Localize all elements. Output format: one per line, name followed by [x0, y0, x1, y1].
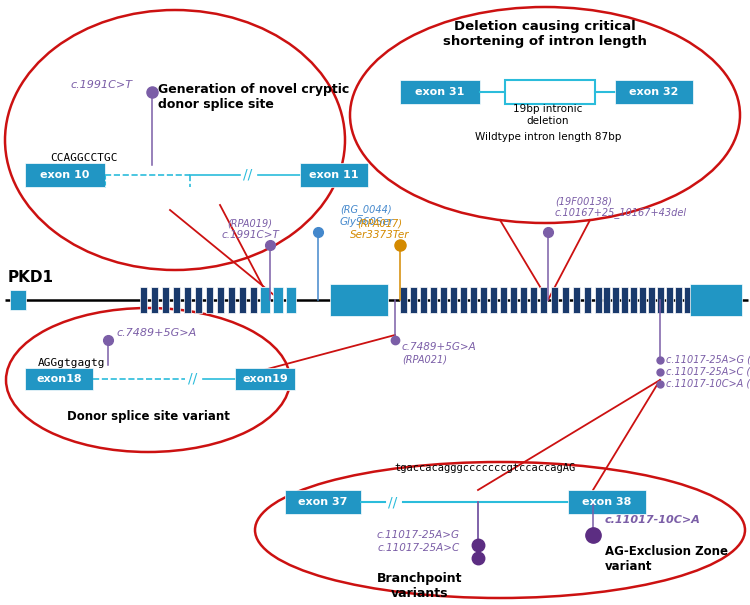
Bar: [440, 287, 447, 313]
Text: Deletion causing critical
shortening of intron length: Deletion causing critical shortening of …: [443, 20, 647, 48]
Text: c.11017-25A>G: c.11017-25A>G: [377, 530, 460, 540]
Bar: [300, 163, 368, 187]
Bar: [195, 287, 202, 313]
Bar: [480, 287, 487, 313]
Text: c.10167+25_10167+43del: c.10167+25_10167+43del: [555, 207, 687, 218]
Bar: [639, 287, 646, 313]
Text: Gly960Ser: Gly960Ser: [340, 217, 394, 227]
Bar: [621, 287, 628, 313]
Text: (RG_0044): (RG_0044): [340, 204, 392, 215]
Text: //: //: [243, 168, 253, 182]
Bar: [675, 287, 682, 313]
Text: exon 31: exon 31: [416, 87, 465, 97]
Bar: [25, 368, 93, 390]
Text: AGGgtgagtg: AGGgtgagtg: [38, 358, 106, 368]
Bar: [520, 287, 527, 313]
Bar: [25, 163, 105, 187]
Bar: [612, 287, 619, 313]
Bar: [595, 287, 602, 313]
Bar: [250, 287, 257, 313]
Text: (19F00138): (19F00138): [555, 196, 612, 206]
Text: Branchpoint
variants: Branchpoint variants: [377, 572, 463, 600]
Bar: [460, 287, 467, 313]
Bar: [510, 287, 517, 313]
Text: Wildtype intron length 87bp: Wildtype intron length 87bp: [475, 132, 621, 142]
Text: CCAGGCCTGC: CCAGGCCTGC: [50, 153, 118, 163]
Bar: [330, 284, 388, 316]
Bar: [684, 287, 691, 313]
Text: Donor splice site variant: Donor splice site variant: [67, 410, 230, 423]
Bar: [562, 287, 569, 313]
Bar: [500, 287, 507, 313]
Text: Generation of novel cryptic
donor splice site: Generation of novel cryptic donor splice…: [158, 83, 350, 111]
Bar: [140, 287, 147, 313]
Text: tgaccacagggcccccccgtccaccagAG: tgaccacagggcccccccgtccaccagAG: [394, 463, 576, 473]
Text: c.11017-25A>C: c.11017-25A>C: [378, 543, 460, 553]
Bar: [151, 287, 158, 313]
Bar: [657, 287, 664, 313]
Bar: [410, 287, 417, 313]
Bar: [261, 287, 268, 313]
Bar: [430, 287, 437, 313]
Bar: [630, 287, 637, 313]
Text: c.1991C>T: c.1991C>T: [70, 80, 132, 90]
Text: exon 32: exon 32: [629, 87, 679, 97]
Bar: [540, 287, 547, 313]
Bar: [470, 287, 477, 313]
Text: //: //: [188, 372, 198, 386]
Text: (RPA021): (RPA021): [402, 354, 447, 364]
Bar: [173, 287, 180, 313]
Bar: [666, 287, 673, 313]
Bar: [568, 490, 646, 514]
Bar: [420, 287, 427, 313]
Bar: [400, 287, 407, 313]
Text: Ser3373Ter: Ser3373Ter: [350, 230, 410, 240]
Bar: [400, 80, 480, 104]
Bar: [615, 80, 693, 104]
Text: (RPA017): (RPA017): [358, 218, 403, 228]
Bar: [505, 80, 595, 104]
Text: c.11017-25A>G (RBW403): c.11017-25A>G (RBW403): [666, 355, 750, 365]
Text: PKD1: PKD1: [8, 270, 54, 285]
Bar: [530, 287, 537, 313]
Text: c.11017-25A>C (RPA028): c.11017-25A>C (RPA028): [666, 367, 750, 377]
Bar: [273, 287, 283, 313]
Bar: [584, 287, 591, 313]
Text: 19bp intronic
deletion: 19bp intronic deletion: [513, 104, 583, 126]
Text: exon19: exon19: [242, 374, 288, 384]
Text: AG-Exclusion Zone
variant: AG-Exclusion Zone variant: [605, 545, 728, 573]
Bar: [603, 287, 610, 313]
Bar: [10, 290, 26, 310]
Text: c.11017-10C>A (RPA014): c.11017-10C>A (RPA014): [666, 379, 750, 389]
Text: c.7489+5G>A: c.7489+5G>A: [402, 342, 477, 352]
Bar: [648, 287, 655, 313]
Text: exon 10: exon 10: [40, 170, 90, 180]
Text: //: //: [388, 495, 398, 509]
Text: c.1991C>T: c.1991C>T: [221, 230, 279, 240]
Bar: [490, 287, 497, 313]
Bar: [162, 287, 169, 313]
Bar: [228, 287, 235, 313]
Bar: [235, 368, 295, 390]
Bar: [690, 284, 742, 316]
Text: (RPA019): (RPA019): [227, 218, 272, 228]
Text: c.11017-10C>A: c.11017-10C>A: [605, 515, 700, 525]
Bar: [206, 287, 213, 313]
Bar: [260, 287, 270, 313]
Text: exon18: exon18: [36, 374, 82, 384]
Bar: [286, 287, 296, 313]
Bar: [450, 287, 457, 313]
Bar: [285, 490, 361, 514]
Bar: [217, 287, 224, 313]
Bar: [551, 287, 558, 313]
Text: exon 38: exon 38: [582, 497, 632, 507]
Bar: [573, 287, 580, 313]
Text: exon 11: exon 11: [309, 170, 358, 180]
Bar: [184, 287, 191, 313]
Text: exon 37: exon 37: [298, 497, 348, 507]
Text: c.7489+5G>A: c.7489+5G>A: [116, 328, 196, 338]
Bar: [239, 287, 246, 313]
